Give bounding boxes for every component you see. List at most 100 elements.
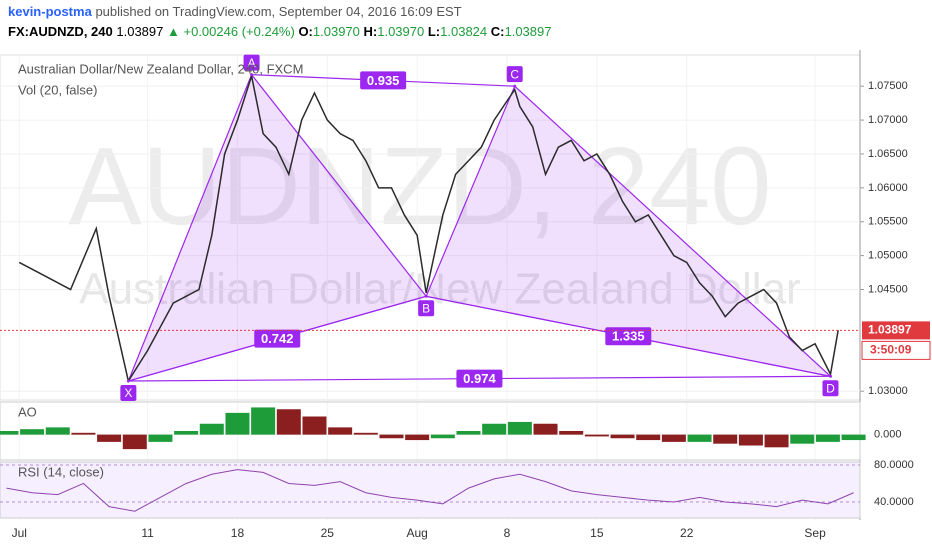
ao-bar — [251, 407, 276, 435]
ao-bar — [713, 434, 738, 444]
countdown-tag — [861, 340, 931, 360]
indicator-tick-label: 80.0000 — [874, 459, 914, 471]
indicator-panel — [0, 461, 861, 519]
indicator-tick-label: 0.000 — [874, 429, 902, 441]
ao-bar — [71, 432, 96, 435]
countdown-label: 3:50:09 — [870, 343, 912, 357]
y-tick-label: 1.03000 — [868, 385, 908, 397]
point-label: B — [422, 301, 430, 315]
ao-bar — [815, 434, 840, 442]
last: 1.03897 — [116, 24, 164, 39]
published: published on TradingView.com, September … — [95, 4, 462, 19]
ratio-label: 0.742 — [261, 331, 294, 346]
ohlc: O:1.03970 H:1.03970 L:1.03824 C:1.03897 — [298, 24, 551, 39]
pattern-point — [828, 374, 832, 378]
ao-bar — [45, 427, 70, 435]
ao-bar — [841, 434, 866, 441]
y-tick-label: 1.07500 — [868, 80, 908, 92]
ao-bar — [764, 434, 789, 448]
point-label: D — [826, 381, 835, 395]
up-arrow: ▲ — [167, 24, 180, 39]
x-tick-label: 11 — [141, 526, 154, 540]
author[interactable]: kevin-postma — [8, 4, 92, 19]
ao-bar — [456, 431, 481, 435]
price-tag — [862, 321, 930, 340]
pattern-point — [250, 73, 254, 77]
ao-bar — [353, 432, 378, 435]
ao-bar — [405, 434, 430, 441]
ratio-label: 0.935 — [367, 73, 400, 88]
header: kevin-postma published on TradingView.co… — [0, 0, 932, 50]
ratio-box — [605, 327, 652, 346]
x-tick-label: 25 — [321, 526, 335, 540]
ratio-box — [254, 329, 301, 348]
indicator-title: AO — [18, 404, 37, 419]
indicator-panel — [0, 401, 861, 461]
ao-bar — [302, 416, 327, 435]
ao-bar — [328, 427, 353, 435]
ratio-box — [456, 369, 503, 388]
point-box — [243, 54, 260, 71]
x-tick-label: Sep — [804, 526, 826, 540]
rsi-line — [6, 469, 854, 512]
ohlc-label: L: — [427, 24, 441, 39]
ao-bar — [379, 434, 404, 439]
x-tick-label: 8 — [504, 526, 511, 540]
ao-bar — [790, 434, 815, 444]
legend-entry: Vol (20, false) — [18, 82, 98, 97]
ohlc-label: O: — [298, 24, 313, 39]
ratio-label: 0.974 — [463, 371, 496, 386]
pattern-point — [424, 294, 428, 298]
point-box — [822, 380, 839, 397]
ao-bar — [148, 434, 173, 442]
point-label: C — [510, 67, 519, 81]
ao-bar — [507, 421, 532, 435]
ao-bar — [20, 429, 45, 435]
ao-bar — [174, 431, 199, 435]
legend-entry: Australian Dollar/New Zealand Dollar, 24… — [18, 61, 303, 76]
x-tick-label: 15 — [590, 526, 604, 540]
ao-bar — [199, 423, 224, 435]
price-tag-label: 1.03897 — [868, 323, 912, 337]
ratio-label: 1.335 — [612, 329, 645, 344]
point-label: A — [248, 56, 256, 70]
ao-bar — [584, 434, 609, 437]
header-line-2: FX:AUDNZD, 240 1.03897 ▲ +0.00246 (+0.24… — [8, 24, 924, 39]
y-tick-label: 1.07000 — [868, 114, 908, 126]
ao-bar — [97, 434, 122, 442]
ohlc-value: 1.03970 — [312, 24, 360, 39]
x-tick-label: 22 — [680, 526, 694, 540]
ao-bar — [430, 434, 455, 439]
point-box — [120, 385, 137, 402]
ao-bar — [0, 431, 19, 435]
ao-bar — [482, 423, 507, 435]
pattern-point — [126, 379, 130, 383]
y-tick-label: 1.04500 — [868, 283, 908, 295]
x-tick-label: Aug — [406, 526, 427, 540]
x-tick-label: Jul — [12, 526, 27, 540]
y-tick-label: 1.06500 — [868, 148, 908, 160]
x-tick-label: 18 — [231, 526, 245, 540]
y-tick-label: 1.05000 — [868, 250, 908, 262]
watermark: AUDNZD, 240 — [69, 125, 772, 248]
ratio-box — [360, 71, 407, 90]
ohlc-label: C: — [490, 24, 505, 39]
ao-bar — [636, 434, 661, 441]
ao-bar — [610, 434, 635, 439]
point-box — [418, 300, 435, 317]
indicator-tick-label: 40.0000 — [874, 496, 914, 508]
ao-bar — [738, 434, 763, 446]
y-tick-label: 1.05500 — [868, 216, 908, 228]
ao-bar — [122, 434, 147, 450]
point-box — [506, 66, 523, 83]
y-tick-label: 1.06000 — [868, 182, 908, 194]
pattern-point — [513, 84, 517, 88]
ohlc-value: 1.03897 — [504, 24, 552, 39]
ohlc-value: 1.03970 — [377, 24, 425, 39]
ohlc-value: 1.03824 — [440, 24, 488, 39]
chart: AUDNZD, 240 Australian Dollar/New Zealand… — [0, 50, 931, 540]
symbol: FX:AUDNZD, 240 — [8, 24, 113, 39]
ao-bar — [687, 434, 712, 442]
point-label: X — [124, 386, 132, 400]
